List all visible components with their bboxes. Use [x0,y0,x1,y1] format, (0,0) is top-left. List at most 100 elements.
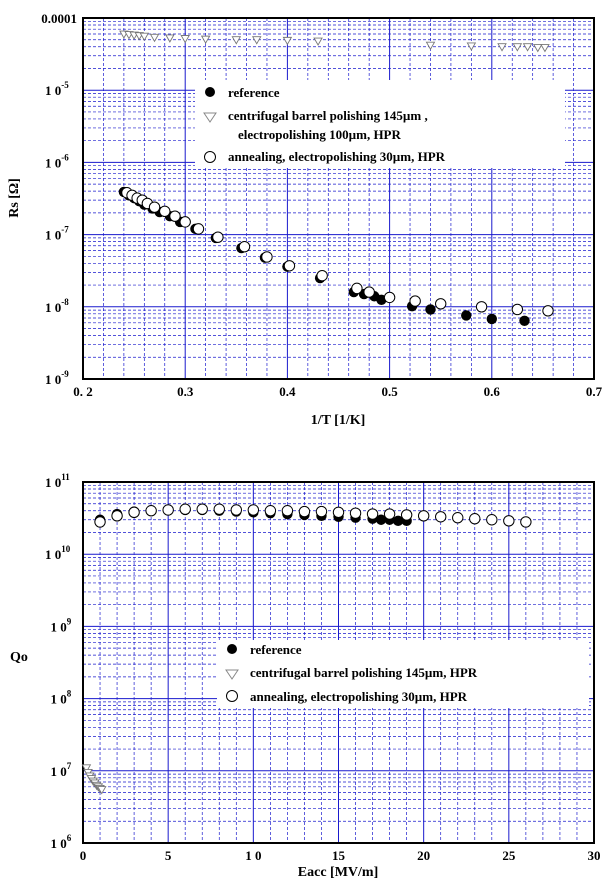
data-point-reference [519,315,530,326]
legend-label-annealing: annealing, electropolishing 30µm, HPR [250,689,468,704]
data-point-centrifugal [81,764,92,773]
rs-chart-legend: reference centrifugal barrel polishing 1… [195,80,565,168]
y-tick-label: 1 0-7 [45,225,69,243]
data-point-centrifugal [466,42,477,51]
y-tick-label: 1 0-6 [45,152,69,170]
data-point-centrifugal [149,33,160,43]
data-point-centrifugal [200,35,211,45]
q-chart-legend: reference centrifugal barrel polishing 1… [217,640,589,708]
data-point-centrifugal [425,41,436,51]
legend-marker-centrifugal [225,669,239,680]
x-tick-label: 5 [165,848,172,863]
data-point-annealing [238,240,251,253]
legend-label-centrifugal-line2: electropolishing 100µm, HPR [238,127,401,142]
x-tick-label: 15 [332,848,346,863]
data-point-annealing [179,216,191,228]
data-point-annealing [475,301,488,313]
data-point-centrifugal [313,37,323,46]
data-point-annealing [283,260,296,272]
rs-chart: 1 0-91 0-81 0-71 0-61 0-50.0001 0. 2 0.3 0… [7,11,603,428]
x-tick-label: 0.7 [586,384,603,399]
q-chart-data-points [81,503,532,795]
x-tick-label: 0.6 [484,384,501,399]
data-point-centrifugal [139,32,150,42]
legend-marker-annealing [226,690,238,702]
data-point-annealing [94,516,106,528]
q-chart-y-tick-labels: 1 06 1 07 1 08 1 09 1 010 1 011 [45,472,72,851]
x-tick-label: 20 [417,848,430,863]
data-point-annealing [169,210,181,222]
data-point-annealing [383,508,396,520]
x-tick-label: 0.4 [279,384,296,399]
data-point-annealing [511,303,524,316]
rs-chart-y-tick-labels: 1 0-9 1 0-8 1 0-7 1 0-6 1 0-5 0.0001 [41,11,77,387]
q-chart-x-axis-label: Eacc [MV/m] [298,865,378,880]
y-tick-label: 1 09 [51,616,72,634]
data-point-annealing [351,282,363,295]
data-point-centrifugal [282,36,293,46]
data-point-annealing [192,223,205,235]
data-point-annealing [409,295,421,307]
data-point-annealing [315,505,328,518]
data-point-annealing [179,503,191,515]
y-tick-label: 1 0-8 [45,297,69,315]
data-point-annealing [452,512,464,524]
legend-marker-reference [227,644,237,654]
data-point-centrifugal [231,36,242,45]
data-point-annealing [363,286,375,298]
data-point-annealing [435,298,447,310]
data-point-reference [461,310,472,321]
data-point-annealing [196,503,208,515]
q-chart-x-tick-labels: 0 5 1 0 15 20 25 30 [80,848,601,863]
y-tick-label: 1 07 [51,761,72,779]
y-tick-label: 1 0-9 [45,369,69,387]
data-point-centrifugal [165,34,175,43]
legend-box [195,80,565,168]
data-point-annealing [417,510,430,522]
y-tick-label: 1 06 [51,833,72,851]
data-point-annealing [212,231,224,243]
data-point-annealing [486,514,498,526]
data-point-reference [425,304,436,315]
data-point-annealing [264,505,277,517]
data-point-annealing [261,251,273,263]
data-point-centrifugal [533,44,543,53]
data-point-annealing [349,507,362,519]
legend-marker-centrifugal [203,112,217,123]
legend-marker-annealing [204,151,216,163]
data-point-centrifugal [180,35,190,44]
y-tick-label: 1 08 [51,689,72,707]
rs-chart-y-axis-label: Rs [Ω] [7,178,22,218]
legend-label-reference: reference [250,642,302,657]
data-point-annealing [332,506,345,519]
rs-chart-x-tick-labels: 0. 2 0.3 0.4 0.5 0.6 0.7 [73,384,602,399]
rs-chart-data-points [118,30,554,326]
data-point-annealing [145,505,157,517]
x-tick-label: 30 [588,848,601,863]
data-point-annealing [383,291,396,304]
data-point-reference [486,313,497,325]
rs-chart-frame [82,17,595,380]
data-point-annealing [247,504,260,516]
data-point-annealing [148,201,161,213]
data-point-annealing [298,505,311,518]
data-point-annealing [366,508,379,520]
rs-chart-x-axis-label: 1/T [1/K] [311,413,366,428]
data-point-annealing [162,504,174,516]
data-point-centrifugal [96,786,107,795]
data-point-reference [392,515,404,527]
x-tick-label: 1 0 [245,848,261,863]
data-point-annealing [520,516,532,528]
y-tick-label: 1 010 [45,544,71,562]
legend-label-centrifugal: centrifugal barrel polishing 145µm, HPR [250,665,478,680]
x-tick-label: 0.3 [177,384,194,399]
data-point-annealing [213,503,225,515]
legend-label-centrifugal-line1: centrifugal barrel polishing 145µm , [228,108,428,123]
data-point-annealing [111,510,123,522]
legend-box [217,640,589,708]
x-tick-label: 25 [502,848,516,863]
q-chart-frame [82,481,595,844]
data-point-centrifugal [512,43,523,52]
data-point-annealing [542,305,554,317]
